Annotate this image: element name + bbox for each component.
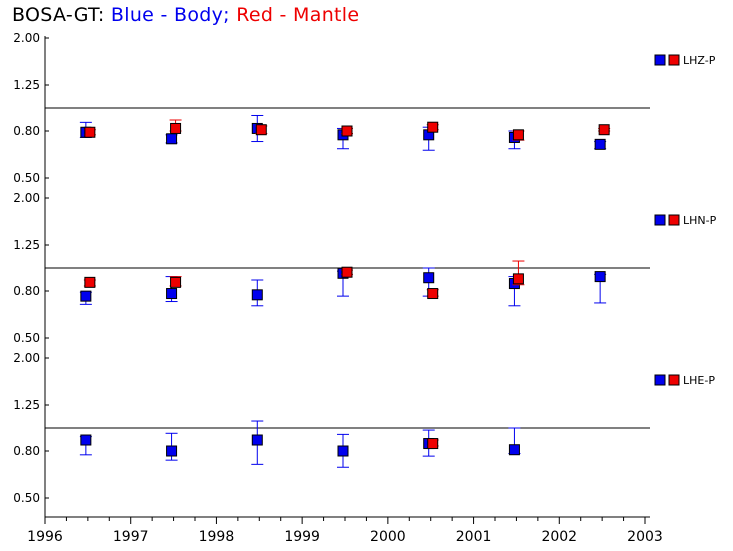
panel-legend-label: LHE-P <box>683 374 715 387</box>
data-point <box>170 276 182 288</box>
data-point <box>427 288 439 300</box>
legend-swatch-mantle <box>668 374 680 386</box>
panel-legend-label: LHN-P <box>683 214 717 227</box>
data-point <box>80 290 92 302</box>
y-tick-label: 0.80 <box>13 444 40 458</box>
data-point <box>166 445 178 457</box>
data-point <box>341 125 353 137</box>
data-point <box>84 276 96 288</box>
x-tick-label: 2000 <box>370 529 406 545</box>
y-tick-label: 0.80 <box>13 124 40 138</box>
legend-swatch-body <box>654 374 666 386</box>
y-tick-label: 0.50 <box>13 171 40 185</box>
legend-swatch-body <box>654 54 666 66</box>
data-point <box>594 271 606 283</box>
data-point <box>594 138 606 150</box>
y-tick-label: 1.25 <box>13 398 40 412</box>
data-point <box>341 266 353 278</box>
data-point <box>512 273 524 285</box>
y-tick-label: 1.25 <box>13 78 40 92</box>
y-tick-label: 0.50 <box>13 491 40 505</box>
data-point <box>166 133 178 145</box>
legend-swatch-body <box>654 214 666 226</box>
chart-title: BOSA-GT: Blue - Body; Red - Mantle <box>12 4 359 26</box>
title-blue-part: Blue - Body; <box>110 4 230 26</box>
data-point <box>598 124 610 136</box>
data-point <box>508 444 520 456</box>
legend-swatch-mantle <box>668 54 680 66</box>
data-point <box>427 121 439 133</box>
x-tick-label: 1996 <box>27 529 63 545</box>
data-point <box>166 288 178 300</box>
legend-swatch-mantle <box>668 214 680 226</box>
y-tick-label: 0.80 <box>13 284 40 298</box>
y-tick-label: 2.00 <box>13 191 40 205</box>
data-point <box>255 124 267 136</box>
y-tick-label: 0.50 <box>13 331 40 345</box>
x-tick-label: 2003 <box>627 529 663 545</box>
x-tick-label: 2001 <box>456 529 492 545</box>
data-point <box>427 438 439 450</box>
x-tick-label: 1999 <box>284 529 320 545</box>
title-prefix: BOSA-GT: <box>12 4 105 26</box>
data-point <box>170 122 182 134</box>
panel-legend-label: LHZ-P <box>683 54 716 67</box>
data-point <box>84 126 96 138</box>
data-point <box>80 434 92 446</box>
y-tick-label: 2.00 <box>13 351 40 365</box>
x-tick-label: 1998 <box>199 529 235 545</box>
x-tick-label: 1997 <box>113 529 149 545</box>
data-point <box>251 289 263 301</box>
y-tick-label: 2.00 <box>13 31 40 45</box>
data-point <box>512 129 524 141</box>
data-point <box>337 445 349 457</box>
title-red-part: Red - Mantle <box>236 4 360 26</box>
data-point <box>423 272 435 284</box>
y-tick-label: 1.25 <box>13 238 40 252</box>
data-point <box>251 434 263 446</box>
x-tick-label: 2002 <box>541 529 577 545</box>
